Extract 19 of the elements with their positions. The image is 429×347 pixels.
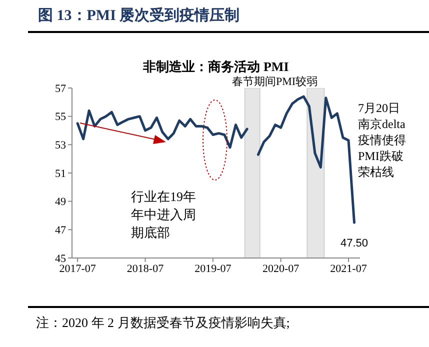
y-tick-label: 47 — [55, 224, 66, 237]
data-label: 47.50 — [340, 238, 368, 250]
x-tick-label: 2020-07 — [262, 262, 300, 275]
x-tick-label: 2019-07 — [194, 262, 232, 275]
chart-subtitle: 非制造业：商务活动 PMI — [142, 58, 290, 76]
y-tick-label: 57 — [55, 82, 66, 95]
y-tick-label: 53 — [55, 140, 66, 152]
chart-title: 图 13：PMI 屡次受到疫情压制 — [38, 6, 240, 25]
text: 注：2020 年 2 月数据受春节及疫情影响失真; — [36, 314, 290, 332]
x-tick-label: 2021-07 — [330, 262, 368, 275]
y-tick-label: 45 — [55, 252, 66, 265]
x-tick-label: 2018-07 — [126, 262, 164, 275]
y-tick-label: 55 — [55, 111, 66, 124]
y-tick-label: 51 — [55, 168, 66, 180]
text: 春节期间PMI较弱 — [232, 75, 318, 89]
x-tick-label: 2017-07 — [59, 262, 96, 275]
annotation: 7月20日南京delta疫情使得PMI跌破荣枯线 — [358, 100, 406, 180]
annotation: 行业在19年年中进入周期底部 — [131, 188, 197, 242]
y-tick-label: 49 — [55, 196, 66, 208]
